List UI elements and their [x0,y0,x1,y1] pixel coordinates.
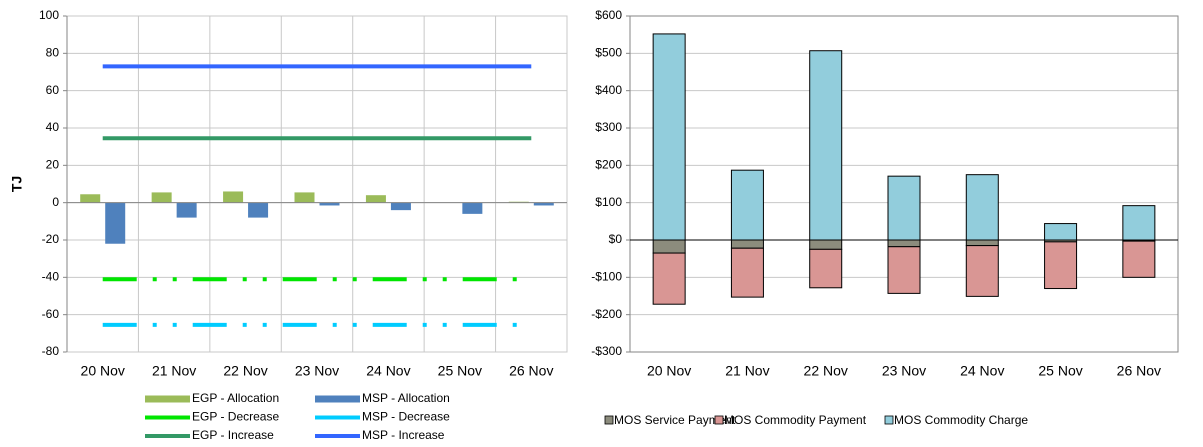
y-tick-label: -20 [42,232,60,246]
bar [319,202,340,206]
y-tick-label: -80 [42,344,60,358]
y-tick-label: -60 [42,307,60,321]
bar-segment [730,169,764,241]
bar-segment [809,239,843,250]
y-tick-label: 40 [46,120,60,134]
x-tick-label: 21 Nov [725,363,769,379]
legend-label: MOS Commodity Payment [724,413,867,427]
bar [223,191,244,203]
bar [151,192,172,203]
legend-swatch [604,415,614,425]
bar [80,194,101,203]
legend-label: MSP - Increase [362,428,445,442]
y-tick-label: $300 [595,120,622,134]
x-tick-label: 26 Nov [509,363,553,379]
bar-segment [652,239,686,254]
bar-segment [1044,223,1078,241]
y-tick-label: $400 [595,83,622,97]
x-tick-label: 21 Nov [152,363,196,379]
x-tick-label: 25 Nov [438,363,482,379]
x-tick-label: 24 Nov [960,363,1004,379]
x-tick-label: 20 Nov [647,363,691,379]
bar-segment [730,239,764,249]
bar-segment [730,247,764,298]
legend-swatch [315,395,360,403]
bar [294,192,315,203]
y-tick-label: $600 [595,8,622,22]
x-tick-label: 22 Nov [804,363,848,379]
y-tick-label: 60 [46,83,60,97]
bar-segment [809,248,843,289]
y-tick-label: -40 [42,270,60,284]
legend-label: EGP - Increase [192,428,274,442]
bar-segment [887,246,921,294]
bar-segment [887,175,921,241]
bar [248,202,269,218]
x-tick-label: 22 Nov [223,363,267,379]
legend-label: EGP - Allocation [192,391,279,405]
bar-segment [809,50,843,241]
bar-segment [887,239,921,248]
y-tick-label: $500 [595,46,622,60]
bar-segment [1044,241,1078,290]
x-tick-label: 25 Nov [1038,363,1082,379]
y-tick-label: $0 [609,232,623,246]
legend-swatch [145,395,190,403]
bar-segment [965,245,999,297]
bar-segment [652,33,686,241]
x-tick-label: 23 Nov [882,363,926,379]
y-tick-label: $100 [595,195,622,209]
y-tick-label: $200 [595,158,622,172]
legend-label: MOS Service Payment [614,413,736,427]
bar [365,195,386,203]
bar-segment [1122,240,1156,278]
bar [390,202,411,211]
x-tick-label: 24 Nov [366,363,410,379]
y-tick-label: -$300 [591,344,622,358]
bar [462,202,483,214]
legend-swatch [884,415,894,425]
y-tick-label: 20 [46,158,60,172]
y-tick-label: 80 [46,46,60,60]
legend-label: MSP - Allocation [362,391,450,405]
bar-segment [965,239,999,247]
x-tick-label: 23 Nov [295,363,339,379]
bar [105,202,126,244]
legend-label: MOS Commodity Charge [894,413,1028,427]
legend-label: EGP - Decrease [192,410,279,424]
y-axis-label: TJ [9,176,25,192]
y-tick-label: 100 [39,8,59,22]
legend-label: MSP - Decrease [362,410,450,424]
bar [176,202,197,218]
bar-segment [1122,205,1156,241]
x-tick-label: 20 Nov [81,363,125,379]
bar-segment [652,252,686,305]
y-tick-label: -$200 [591,307,622,321]
bar-segment [965,174,999,241]
y-tick-label: -$100 [591,270,622,284]
y-tick-label: 0 [52,195,59,209]
x-tick-label: 26 Nov [1117,363,1161,379]
legend-swatch [714,415,724,425]
bar [533,202,554,206]
